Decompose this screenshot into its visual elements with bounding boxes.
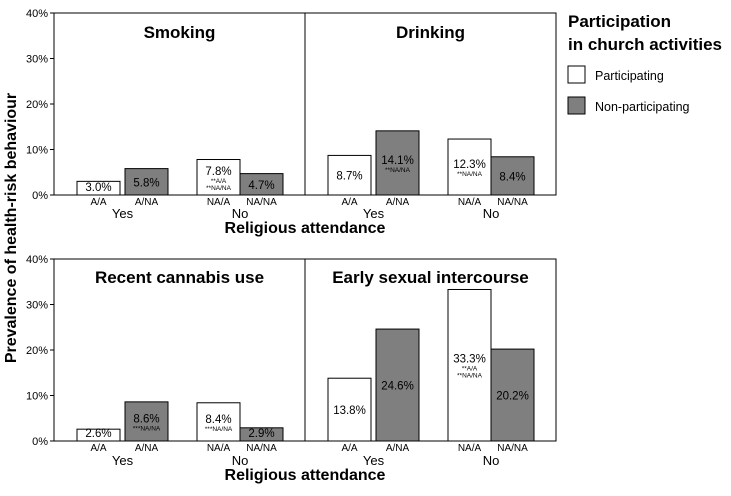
bar: [76, 428, 121, 442]
y-tick-label: 20%: [26, 345, 48, 357]
y-tick-label: 0%: [32, 436, 48, 448]
significance-note: **A/A: [211, 178, 227, 185]
x-tick-label: NA/A: [207, 197, 231, 208]
bar: [124, 401, 169, 442]
data-label: 8.6%: [133, 413, 159, 425]
data-label: 12.3%: [453, 159, 486, 171]
group-label: No: [232, 206, 249, 221]
data-label: 33.3%: [453, 354, 486, 366]
x-tick-label: NA/A: [458, 443, 482, 454]
x-axis-label: Religious attendance: [225, 467, 386, 484]
bar: [375, 130, 420, 196]
data-label: 8.7%: [336, 171, 362, 183]
bar: [375, 328, 420, 442]
group-label: Yes: [112, 206, 134, 221]
x-tick-label: NA/NA: [497, 197, 528, 208]
panel-title: Early sexual intercourse: [332, 268, 529, 287]
y-tick-label: 10%: [26, 145, 48, 157]
data-label: 2.6%: [85, 428, 111, 440]
y-tick-label: 30%: [26, 54, 48, 66]
significance-note: **A/A: [462, 366, 478, 373]
data-label: 14.1%: [381, 155, 414, 167]
legend-title-line2: in church activities: [568, 35, 722, 54]
bar: [327, 154, 372, 196]
legend-title-line1: Participation: [568, 12, 671, 31]
x-tick-label: NA/NA: [497, 443, 528, 454]
data-label: 24.6%: [381, 381, 414, 393]
data-label: 13.8%: [333, 405, 366, 417]
panel-title: Recent cannabis use: [95, 268, 264, 287]
panel-title: Smoking: [144, 23, 216, 42]
significance-note: **NA/NA: [385, 167, 411, 174]
bar: [239, 173, 284, 196]
data-label: 2.9%: [248, 428, 274, 440]
legend-swatch-participating: [567, 65, 586, 84]
data-label: 3.0%: [85, 182, 111, 194]
data-label: 8.4%: [205, 414, 231, 426]
x-tick-label: NA/NA: [246, 197, 277, 208]
legend-label-participating: Participating: [595, 69, 664, 83]
bar: [124, 168, 169, 196]
data-label: 20.2%: [496, 391, 529, 403]
y-tick-label: 40%: [26, 8, 48, 20]
bar: [196, 402, 241, 442]
x-tick-label: A/NA: [135, 443, 159, 454]
x-tick-label: A/A: [341, 197, 357, 208]
significance-note: **NA/NA: [457, 171, 483, 178]
y-tick-label: 0%: [32, 190, 48, 202]
y-axis-label: Prevalence of health-risk behaviour: [3, 93, 20, 363]
panel-frame: [304, 258, 557, 442]
y-tick-label: 10%: [26, 391, 48, 403]
x-axis-label: Religious attendance: [225, 220, 386, 237]
bar: [196, 159, 241, 196]
y-tick-label: 40%: [26, 254, 48, 266]
x-tick-label: NA/A: [207, 443, 231, 454]
bar: [490, 348, 535, 442]
data-label: 5.8%: [133, 177, 159, 189]
y-tick-label: 30%: [26, 300, 48, 312]
group-label: Yes: [363, 206, 385, 221]
group-label: Yes: [112, 453, 134, 468]
x-tick-label: A/A: [90, 197, 106, 208]
group-label: No: [232, 453, 249, 468]
group-label: No: [483, 206, 500, 221]
data-label: 4.7%: [248, 180, 274, 192]
x-tick-label: A/NA: [386, 197, 410, 208]
significance-note: **NA/NA: [457, 373, 483, 380]
data-label: 7.8%: [205, 166, 231, 178]
panel-title: Drinking: [396, 23, 465, 42]
bar: [76, 180, 121, 196]
significance-note: ***NA/NA: [133, 425, 161, 432]
panels-layer: 0% 10% 20% 30% 40% Smoking 3.0% A/A 5.8% A/NA 7.8%…: [26, 8, 557, 484]
x-tick-label: NA/NA: [246, 443, 277, 454]
legend-label-non-participating: Non-participating: [595, 100, 690, 114]
significance-note: ***NA/NA: [205, 426, 233, 433]
x-tick-label: A/NA: [386, 443, 410, 454]
significance-note: **NA/NA: [206, 185, 232, 192]
bar: [490, 156, 535, 196]
bar: [239, 427, 284, 442]
y-tick-label: 20%: [26, 99, 48, 111]
bar: [447, 138, 492, 196]
x-tick-label: NA/A: [458, 197, 482, 208]
group-label: No: [483, 453, 500, 468]
bar: [327, 377, 372, 442]
panel-frame: [304, 12, 557, 196]
bar: [447, 288, 492, 442]
x-tick-label: A/A: [341, 443, 357, 454]
x-tick-label: A/A: [90, 443, 106, 454]
data-label: 8.4%: [499, 171, 525, 183]
legend-swatch-non-participating: [567, 96, 586, 115]
x-tick-label: A/NA: [135, 197, 159, 208]
group-label: Yes: [363, 453, 385, 468]
